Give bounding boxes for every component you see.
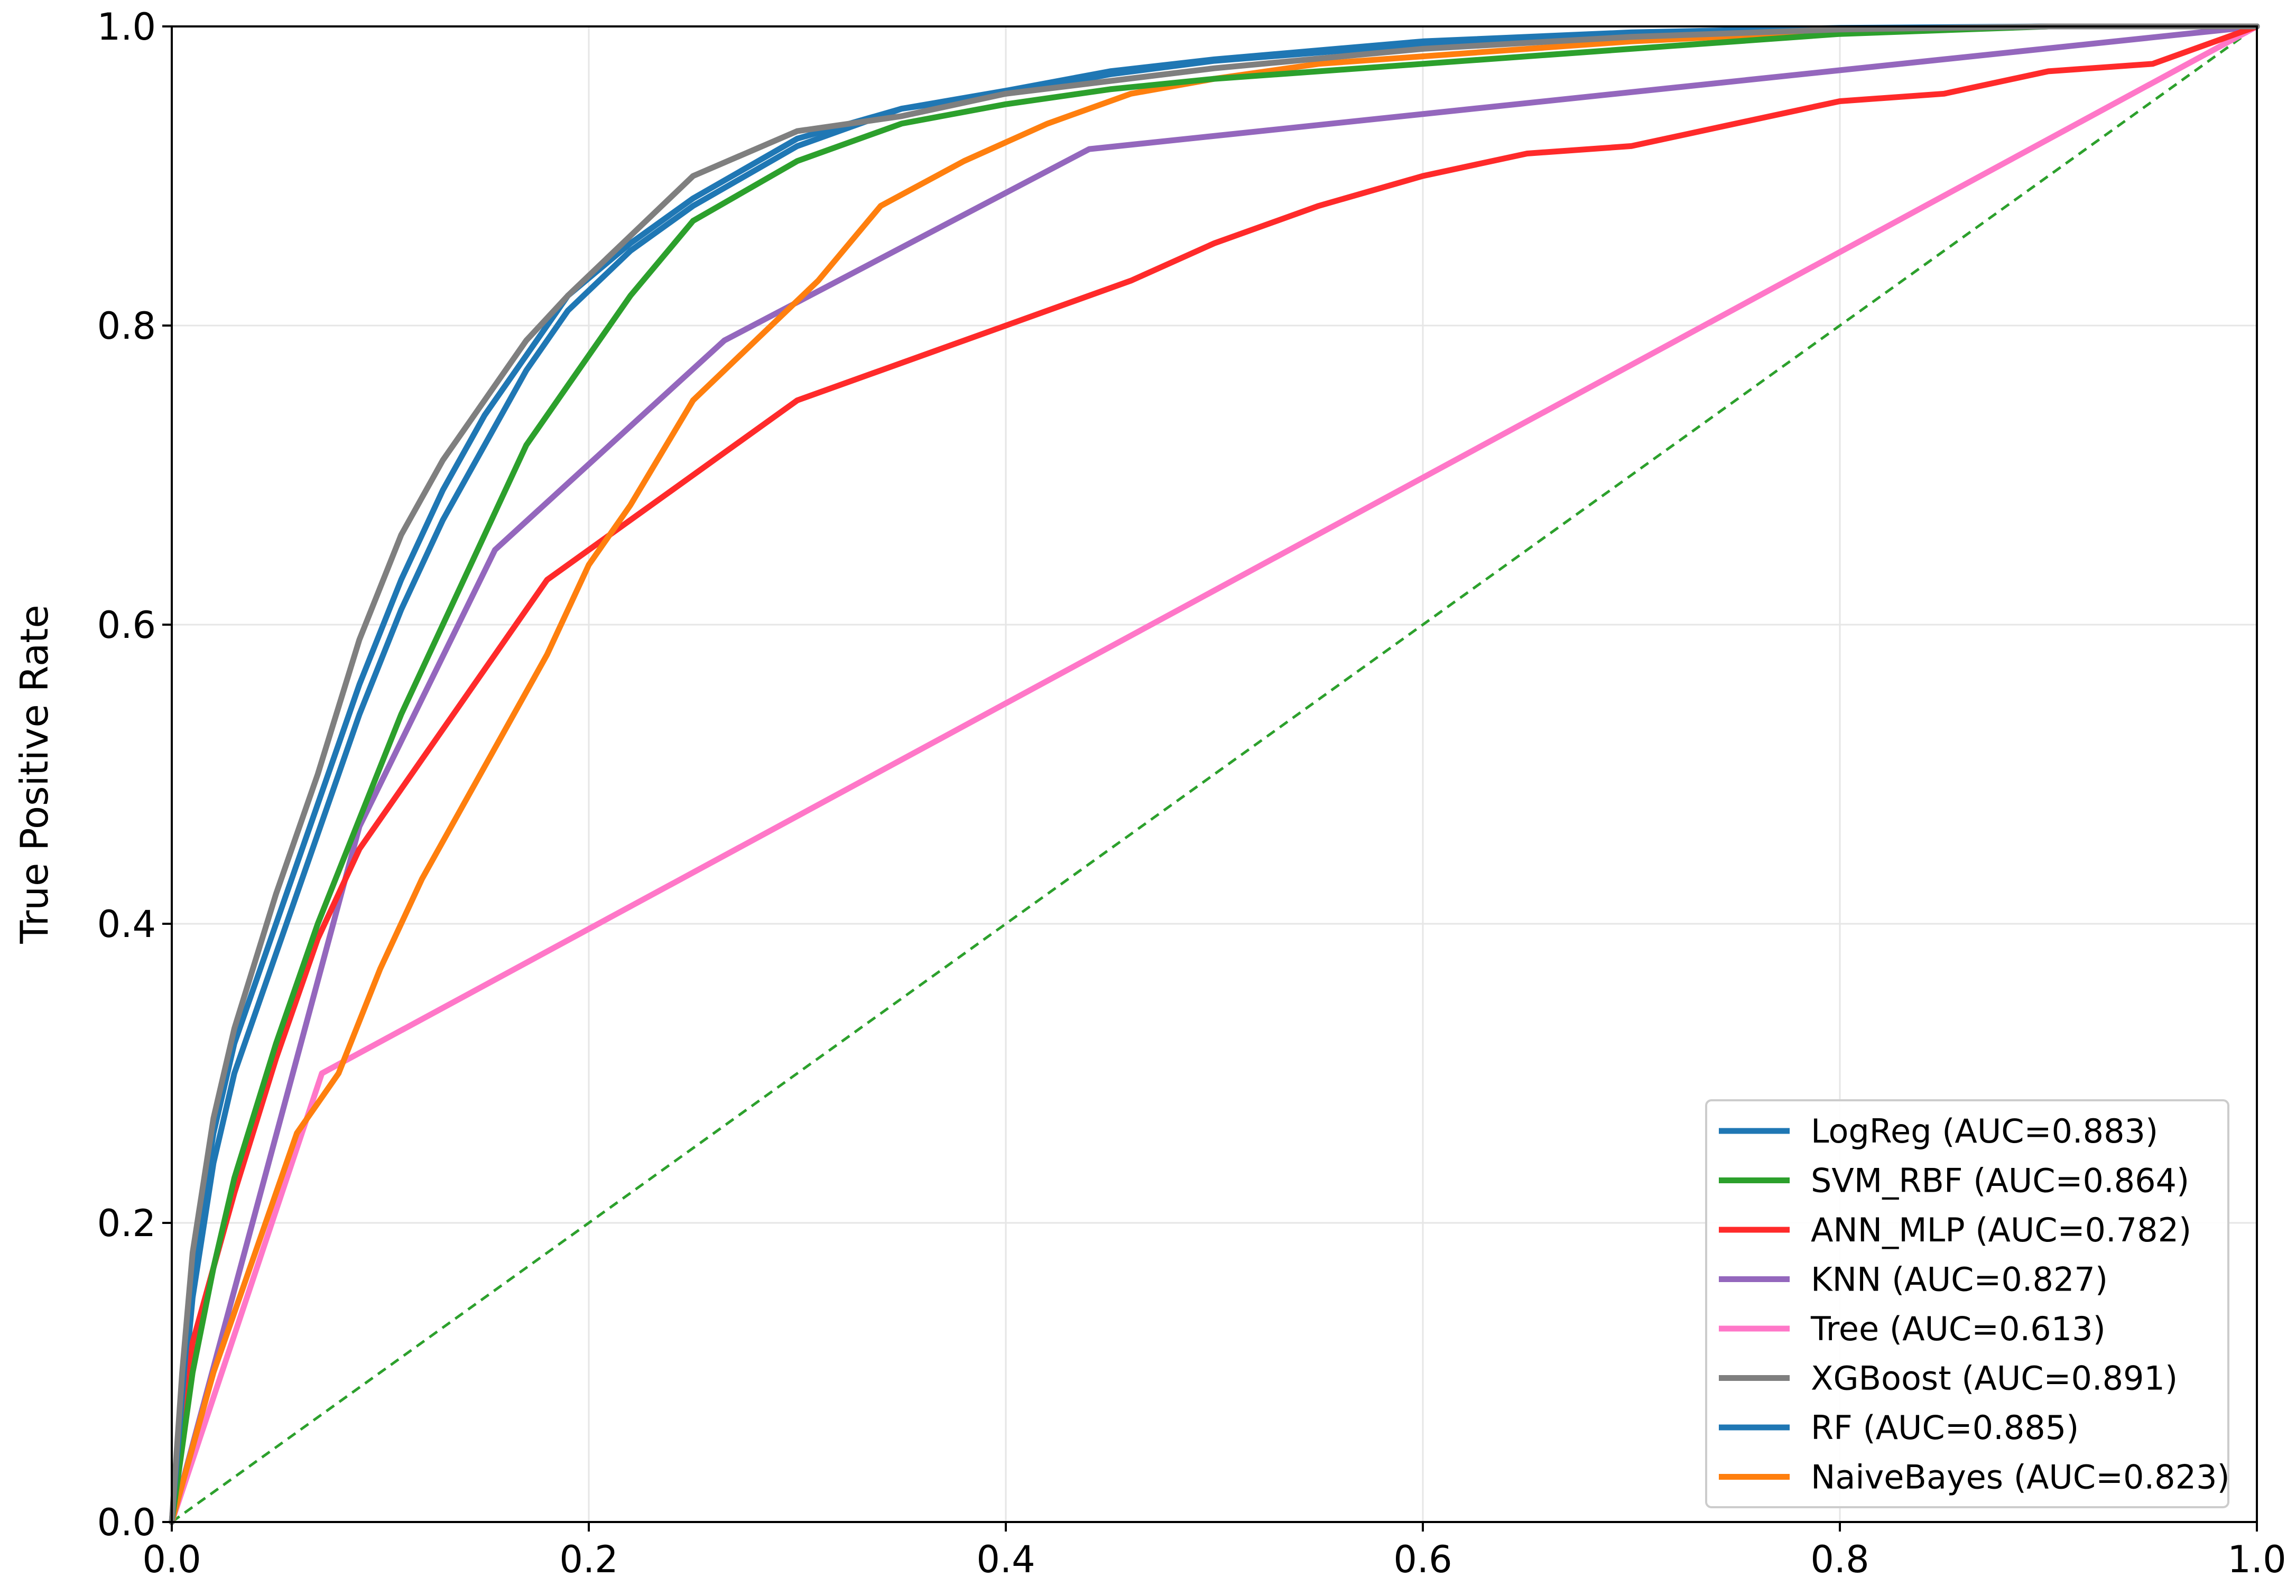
series-lines <box>169 23 2260 1525</box>
y-tick-label: 1.0 <box>97 5 156 49</box>
plot-frame <box>171 25 2258 1523</box>
x-tick-label: 0.0 <box>142 1538 201 1581</box>
x-tick-label: 0.4 <box>976 1538 1035 1581</box>
legend-entry: RF (AUC=0.885) <box>1811 1408 2079 1447</box>
series-line-7 <box>169 23 2260 1525</box>
x-tick-label: 0.2 <box>559 1538 618 1581</box>
series-line-4 <box>169 23 2260 1525</box>
legend: LogReg (AUC=0.883) SVM_RBF (AUC=0.864) ANN… <box>1705 1099 2230 1508</box>
series-line-2 <box>169 23 2260 1525</box>
legend-box <box>1705 1099 2229 1508</box>
x-tick-label: 0.8 <box>1810 1538 1869 1581</box>
legend-entry: XGBoost (AUC=0.891) <box>1811 1359 2178 1398</box>
y-axis-label: True Positive Rate <box>12 605 57 944</box>
legend-entry: SVM_RBF (AUC=0.864) <box>1811 1162 2189 1200</box>
legend-entry: Tree (AUC=0.613) <box>1810 1310 2106 1348</box>
y-tick-label: 0.8 <box>97 304 156 348</box>
legend-entry: LogReg (AUC=0.883) <box>1811 1112 2158 1150</box>
series-line-3 <box>169 23 2260 1525</box>
x-tick-label: 0.6 <box>1393 1538 1452 1581</box>
y-tick-label: 0.4 <box>97 903 156 946</box>
y-tick-label: 0.0 <box>97 1501 156 1544</box>
y-tick-label: 0.2 <box>97 1202 156 1245</box>
series-line-1 <box>169 23 2260 1525</box>
legend-entry: NaiveBayes (AUC=0.823) <box>1811 1458 2230 1497</box>
y-tick-label: 0.6 <box>97 604 156 647</box>
legend-entry: KNN (AUC=0.827) <box>1811 1260 2108 1299</box>
axis-ticks: 0.0 0.2 0.4 0.6 0.8 1.0 0.0 0.2 0.4 0.6 0.8 1.0 <box>97 5 2286 1581</box>
legend-entry: ANN_MLP (AUC=0.782) <box>1811 1211 2191 1249</box>
series-line-5 <box>169 23 2260 1525</box>
x-tick-label: 1.0 <box>2227 1538 2286 1581</box>
